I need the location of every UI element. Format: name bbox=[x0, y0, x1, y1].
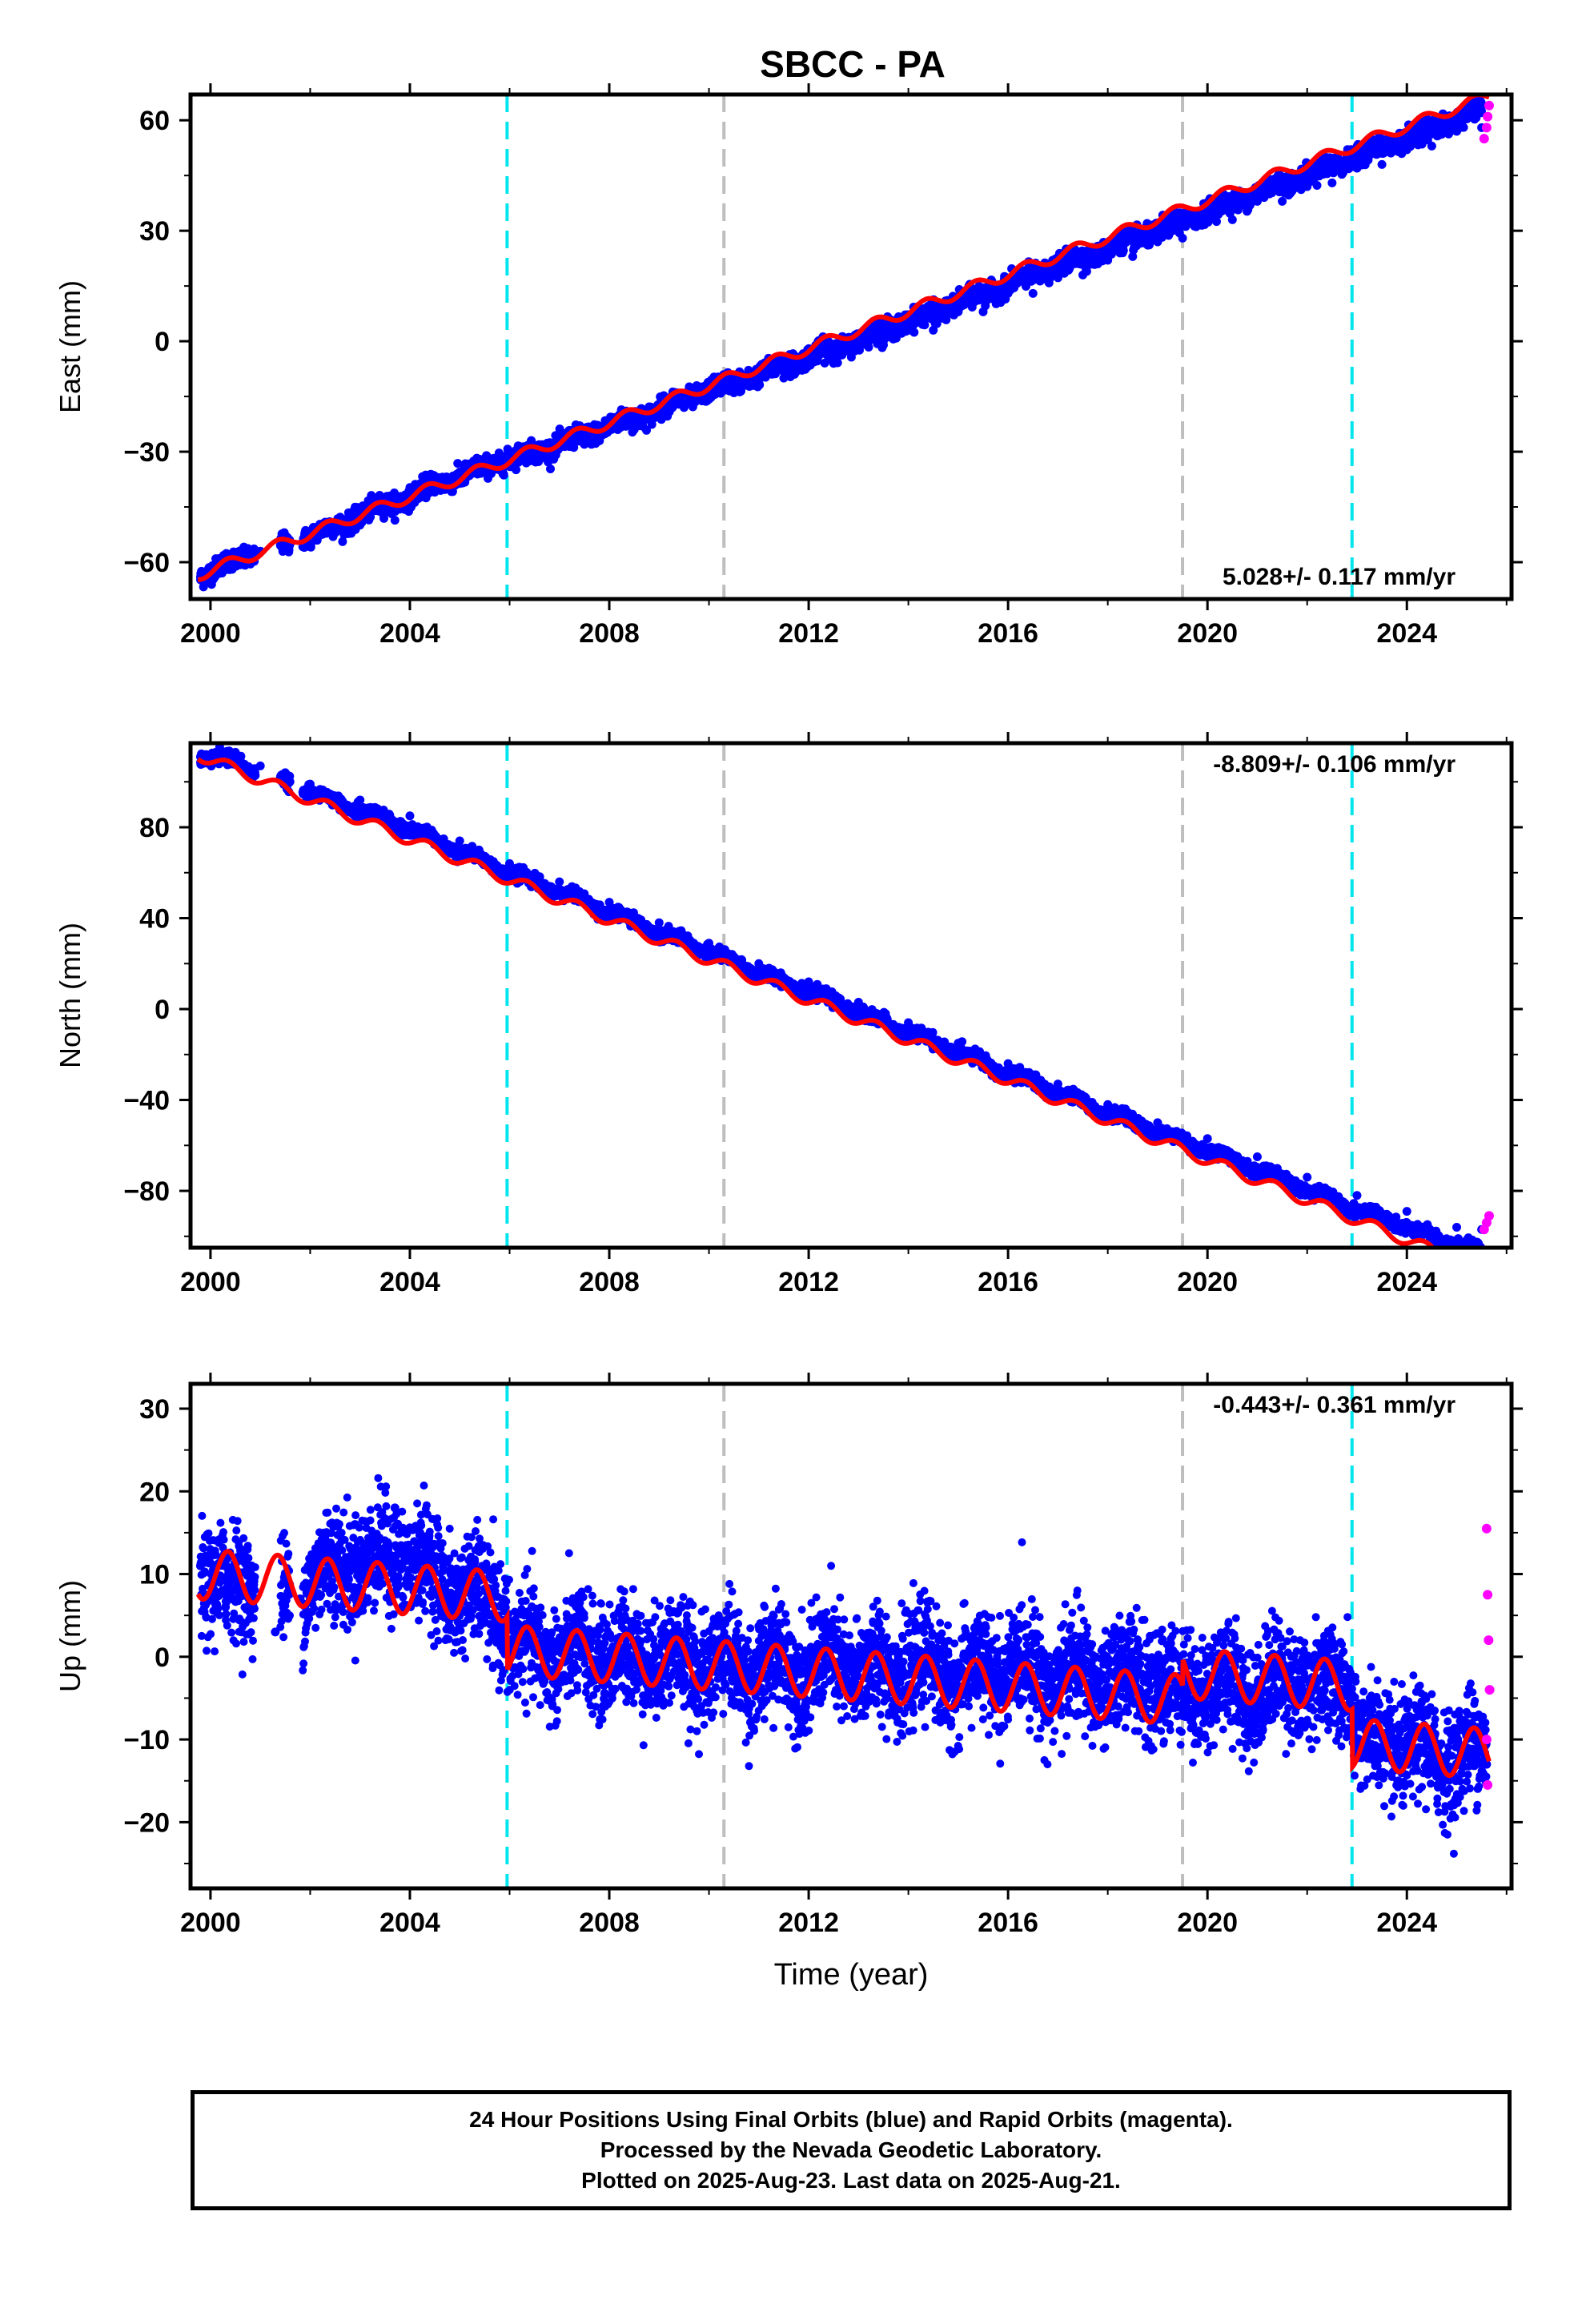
final-orbit-point bbox=[338, 537, 347, 546]
x-tick-label: 2000 bbox=[180, 618, 241, 649]
final-orbit-point bbox=[978, 307, 988, 316]
final-orbit-point bbox=[878, 340, 888, 350]
final-orbit-point bbox=[1203, 215, 1212, 224]
final-orbit-point bbox=[453, 459, 463, 468]
y-tick-label: 60 bbox=[139, 106, 170, 136]
final-orbit-point bbox=[390, 516, 400, 525]
final-orbit-point bbox=[512, 465, 521, 475]
final-orbit-point bbox=[366, 513, 375, 521]
final-orbit-point bbox=[1352, 163, 1362, 173]
final-orbits-points bbox=[195, 94, 1487, 592]
final-orbit-point bbox=[580, 440, 589, 449]
final-orbit-point bbox=[1278, 196, 1287, 206]
x-tick-label: 2008 bbox=[579, 618, 640, 649]
final-orbit-point bbox=[729, 388, 739, 397]
plot-area bbox=[195, 743, 1494, 1248]
final-orbit-point bbox=[1303, 182, 1312, 191]
x-tick-label: 2004 bbox=[379, 618, 440, 649]
final-orbit-point bbox=[1103, 255, 1113, 265]
final-orbit-point bbox=[1402, 145, 1411, 155]
final-orbit-point bbox=[1153, 237, 1162, 247]
x-tick-label: 2012 bbox=[778, 618, 839, 649]
x-tick-label: 2016 bbox=[978, 618, 1038, 649]
final-orbit-point bbox=[1452, 127, 1462, 136]
y-axis-label: East (mm) bbox=[54, 280, 86, 413]
final-orbit-point bbox=[331, 528, 340, 537]
final-orbit-point bbox=[920, 320, 930, 330]
final-orbit-point bbox=[754, 377, 764, 387]
final-orbit-point bbox=[779, 373, 789, 383]
x-tick-label: 2024 bbox=[1376, 618, 1437, 649]
y-tick-label: 0 bbox=[155, 327, 170, 357]
final-orbit-point bbox=[853, 344, 863, 353]
y-tick-label: −30 bbox=[123, 437, 170, 468]
x-tick-label: 2020 bbox=[1177, 618, 1238, 649]
final-orbit-point bbox=[555, 424, 564, 434]
final-orbit-point bbox=[904, 325, 913, 335]
final-orbit-point bbox=[499, 470, 508, 480]
final-orbit-point bbox=[1178, 233, 1187, 243]
final-orbit-point bbox=[954, 307, 963, 316]
final-orbit-point bbox=[1427, 141, 1436, 151]
final-orbit-point bbox=[530, 454, 540, 464]
final-orbit-point bbox=[1227, 215, 1237, 224]
final-orbit-point bbox=[251, 770, 260, 780]
final-orbit-point bbox=[1003, 288, 1013, 298]
final-orbit-point bbox=[379, 513, 388, 523]
final-orbit-point bbox=[864, 343, 873, 352]
final-orbits-points bbox=[195, 743, 1487, 1248]
final-orbit-point bbox=[1327, 178, 1337, 187]
panel-east: −60 −30 0 30 60 2000 2004 2008 2012 2016 2020 2024 E… bbox=[54, 83, 1523, 649]
final-orbit-point bbox=[1128, 251, 1138, 261]
final-orbit-point bbox=[1252, 196, 1262, 206]
final-orbit-point bbox=[1312, 181, 1322, 190]
final-orbit-point bbox=[829, 359, 838, 368]
final-orbit-point bbox=[929, 325, 938, 335]
final-orbit-point bbox=[546, 464, 555, 473]
y-tick-label: 30 bbox=[139, 216, 170, 247]
y-tick-label: −60 bbox=[123, 548, 170, 578]
final-orbit-point bbox=[642, 425, 651, 435]
final-orbit-point bbox=[629, 424, 639, 434]
final-orbit-point bbox=[569, 443, 579, 452]
final-orbit-point bbox=[1078, 270, 1088, 279]
rapid-orbit-point bbox=[1483, 111, 1493, 122]
final-orbit-point bbox=[1053, 270, 1062, 279]
rapid-orbit-point bbox=[1481, 123, 1492, 133]
final-orbit-point bbox=[1377, 159, 1387, 169]
final-orbit-point bbox=[280, 543, 290, 553]
model-fit-line bbox=[198, 94, 1490, 582]
final-orbit-point bbox=[804, 359, 813, 368]
plot-area bbox=[195, 94, 1494, 599]
rapid-orbit-point bbox=[1484, 100, 1494, 111]
final-orbit-point bbox=[1118, 246, 1128, 255]
velocity-label: 5.028+/- 0.117 mm/yr bbox=[1223, 564, 1456, 590]
rapid-orbit-point bbox=[1479, 134, 1489, 144]
figure-title: SBCC - PA bbox=[760, 43, 946, 85]
final-orbit-point bbox=[679, 403, 689, 412]
final-orbit-point bbox=[1476, 98, 1486, 107]
final-orbit-point bbox=[1028, 288, 1038, 298]
